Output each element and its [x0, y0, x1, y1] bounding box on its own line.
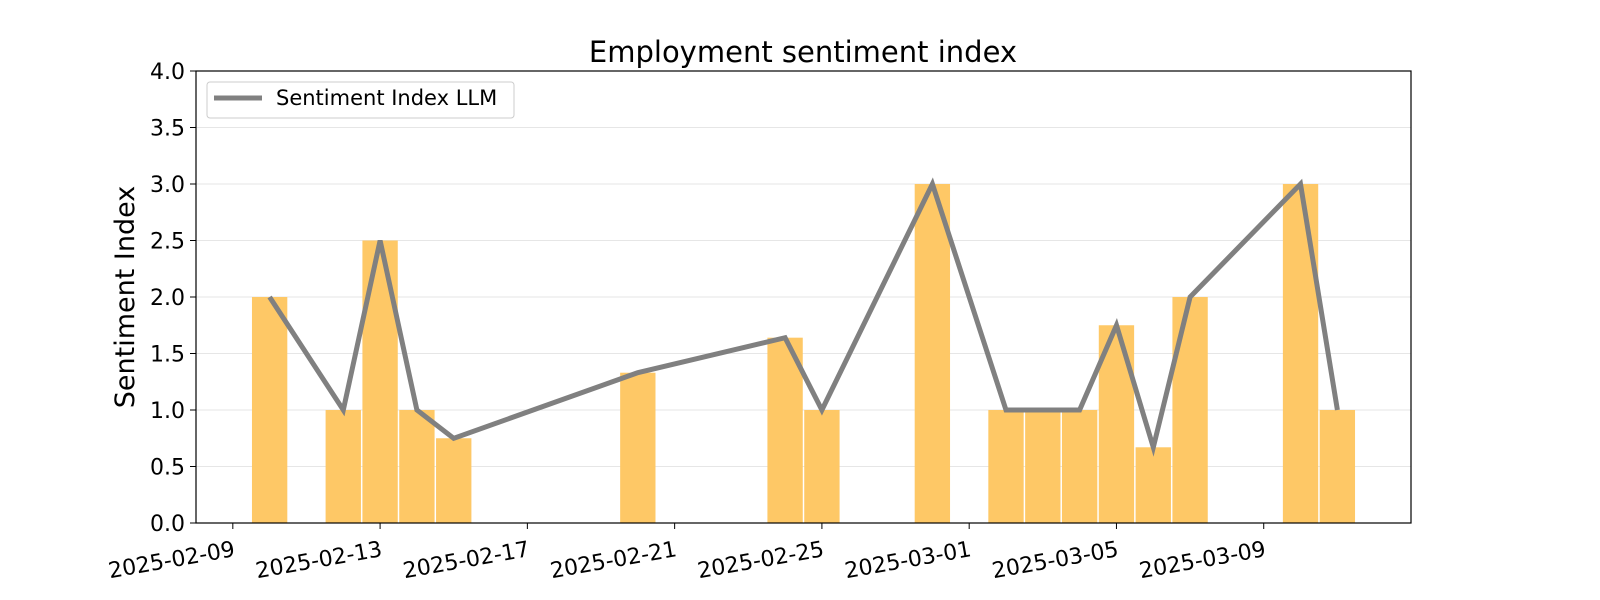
bar	[1319, 410, 1356, 523]
y-axis-ticks: 0.0 0.5 1.0 1.5 2.0 2.5 3.0 3.5 4.0	[150, 60, 196, 537]
y-tick-label: 2.0	[150, 286, 185, 311]
y-tick-label: 4.0	[150, 60, 185, 85]
y-tick-label: 3.5	[150, 117, 185, 142]
bar	[362, 240, 398, 523]
chart-title: Employment sentiment index	[589, 35, 1017, 69]
series-lines	[267, 177, 1340, 457]
x-tick-label: 2025-03-09	[1138, 537, 1268, 584]
x-axis-ticks: 2025-02-09 2025-02-13 2025-02-17 2025-02-21…	[107, 523, 1268, 584]
bar	[767, 337, 803, 523]
y-tick-label: 1.5	[150, 343, 185, 368]
y-tick-label: 2.5	[150, 230, 185, 255]
y-tick-label: 0.0	[150, 512, 185, 537]
bar	[1061, 410, 1098, 523]
bar	[914, 184, 951, 523]
bar	[399, 410, 435, 523]
bar	[436, 438, 472, 523]
x-tick-label: 2025-02-21	[548, 537, 678, 584]
bar	[620, 372, 656, 523]
bar	[988, 410, 1024, 523]
legend: Sentiment Index LLM	[206, 81, 515, 119]
y-tick-label: 3.0	[150, 173, 185, 198]
x-tick-label: 2025-02-13	[254, 537, 384, 584]
x-tick-label: 2025-02-17	[401, 537, 531, 584]
bar	[1172, 297, 1208, 523]
bars	[251, 184, 1356, 523]
bar	[325, 410, 361, 523]
x-tick-label: 2025-03-05	[990, 537, 1120, 584]
bar	[1025, 410, 1061, 523]
legend-frame	[206, 81, 515, 119]
bar	[1282, 184, 1319, 523]
x-tick-label: 2025-03-01	[843, 537, 973, 584]
bar	[1135, 447, 1171, 523]
y-tick-label: 0.5	[150, 456, 185, 481]
x-tick-label: 2025-02-25	[696, 537, 826, 584]
y-axis-label: Sentiment Index	[110, 186, 141, 408]
bar	[804, 410, 840, 523]
x-tick-label: 2025-02-09	[107, 537, 237, 584]
legend-label: Sentiment Index LLM	[276, 86, 497, 110]
bar	[251, 297, 288, 523]
y-tick-label: 1.0	[150, 399, 185, 424]
